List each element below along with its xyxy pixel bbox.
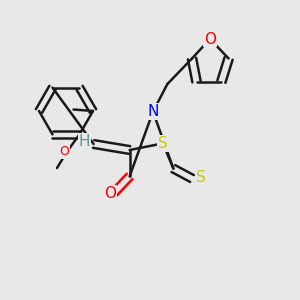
Text: H: H [79, 134, 90, 148]
Text: N: N [147, 104, 159, 119]
Text: S: S [196, 169, 205, 184]
Text: O: O [104, 186, 116, 201]
Text: S: S [158, 136, 168, 151]
Text: O: O [60, 145, 69, 158]
Text: O: O [204, 32, 216, 46]
